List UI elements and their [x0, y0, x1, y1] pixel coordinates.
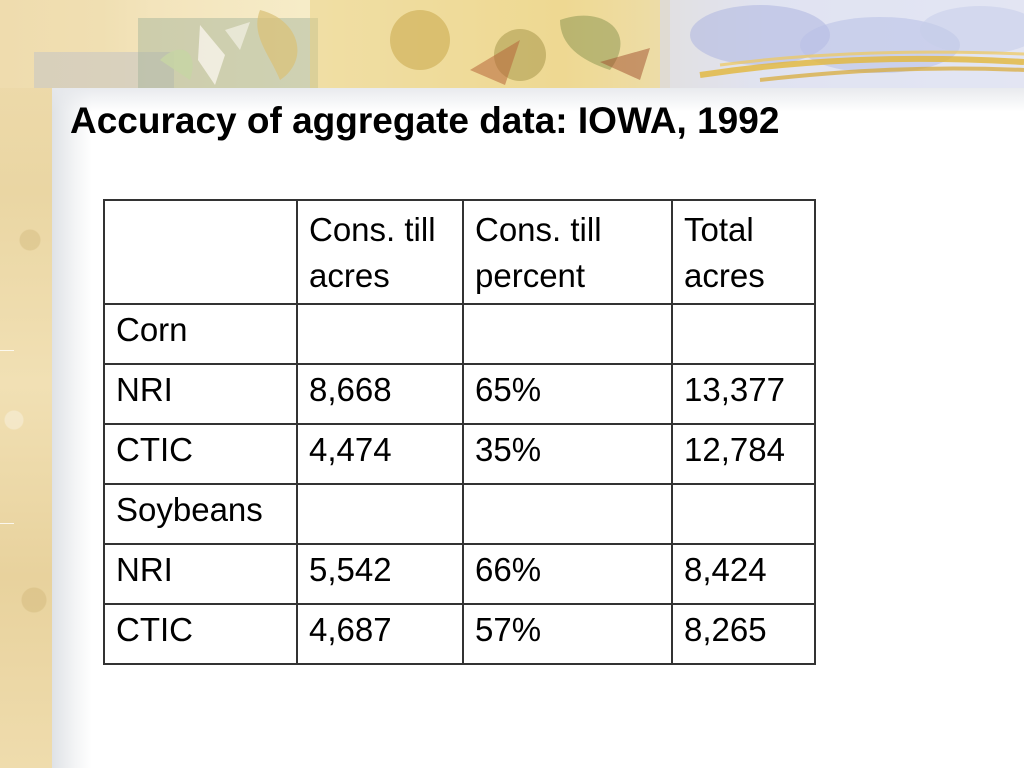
table-cell: NRI	[103, 363, 298, 425]
table-cell: CTIC	[103, 423, 298, 485]
banner-artwork	[34, 0, 1024, 88]
strip-tick	[0, 350, 14, 351]
table-cell: 8,265	[671, 603, 816, 665]
table-cell: 5,542	[296, 543, 464, 605]
top-decorative-banner	[0, 0, 1024, 88]
table-cell: 35%	[462, 423, 673, 485]
strip-tick	[0, 523, 14, 524]
header-line: Cons. till	[475, 211, 602, 248]
data-table: Cons. till acres Cons. till percent Tota…	[103, 199, 816, 665]
table-row: Corn	[103, 303, 816, 365]
left-shadow-fade	[52, 0, 92, 768]
top-shadow-fade	[52, 88, 1024, 112]
table-row: NRI 8,668 65% 13,377	[103, 363, 816, 425]
table-cell: 12,784	[671, 423, 816, 485]
table-cell	[462, 303, 673, 365]
table-row: CTIC 4,687 57% 8,265	[103, 603, 816, 665]
table-cell	[671, 483, 816, 545]
header-cell-cons-till-percent: Cons. till percent	[462, 199, 673, 305]
left-parchment-strip	[0, 0, 52, 768]
table-cell: 8,424	[671, 543, 816, 605]
table-cell: Soybeans	[103, 483, 298, 545]
table-cell	[671, 303, 816, 365]
header-cell-cons-till-acres: Cons. till acres	[296, 199, 464, 305]
table-header-row: Cons. till acres Cons. till percent Tota…	[103, 199, 816, 305]
table-row: CTIC 4,474 35% 12,784	[103, 423, 816, 485]
header-line: percent	[475, 257, 586, 294]
table-cell: 65%	[462, 363, 673, 425]
table-cell: 4,687	[296, 603, 464, 665]
table-cell	[296, 483, 464, 545]
header-line: acres	[309, 257, 390, 294]
table-cell: Corn	[103, 303, 298, 365]
table-cell: 66%	[462, 543, 673, 605]
header-line: Cons. till	[309, 211, 436, 248]
header-cell-empty	[103, 199, 298, 305]
header-line: acres	[684, 257, 765, 294]
table-row: NRI 5,542 66% 8,424	[103, 543, 816, 605]
table-cell: 8,668	[296, 363, 464, 425]
table-cell: CTIC	[103, 603, 298, 665]
header-cell-total-acres: Total acres	[671, 199, 816, 305]
table-cell	[296, 303, 464, 365]
table-row: Soybeans	[103, 483, 816, 545]
table-cell: 57%	[462, 603, 673, 665]
table-cell	[462, 483, 673, 545]
slide-title: Accuracy of aggregate data: IOWA, 1992	[70, 100, 780, 141]
table-cell: 13,377	[671, 363, 816, 425]
table-cell: NRI	[103, 543, 298, 605]
table-cell: 4,474	[296, 423, 464, 485]
header-line: Total	[684, 211, 754, 248]
